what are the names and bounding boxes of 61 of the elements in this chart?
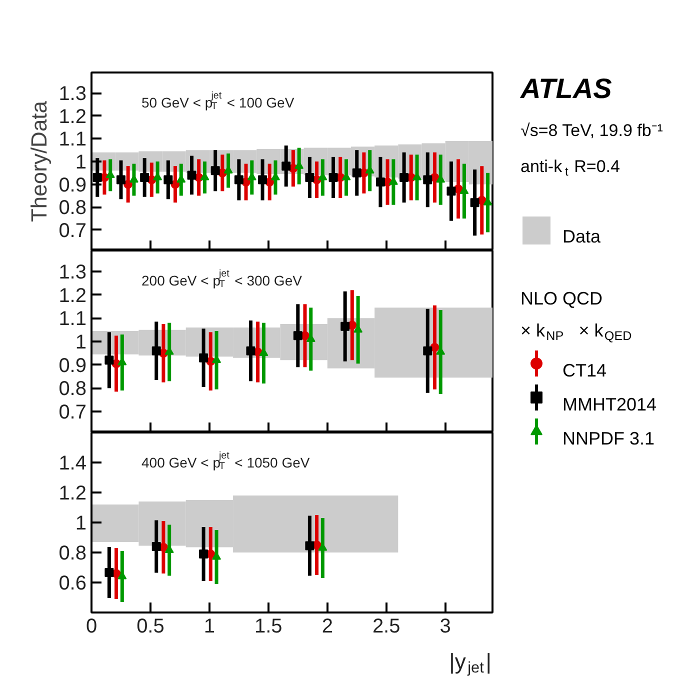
y-tick-label: 0.7 <box>58 402 87 424</box>
y-tick-label: 0.9 <box>58 354 87 377</box>
y-tick-label: 1.4 <box>58 452 87 474</box>
point <box>210 166 220 176</box>
y-tick-label: 1.3 <box>58 83 87 106</box>
point <box>246 346 256 356</box>
point <box>152 346 161 356</box>
y-tick-label: 1.1 <box>58 308 87 330</box>
point <box>140 172 150 182</box>
point <box>187 170 196 180</box>
legend-label: Data <box>562 226 602 246</box>
y-tick-label: 1.3 <box>58 262 87 284</box>
point <box>470 198 480 208</box>
x-tick-label: 0.5 <box>136 616 164 638</box>
point <box>340 322 350 331</box>
point <box>423 175 432 184</box>
point <box>305 172 314 182</box>
y-tick-label: 0.7 <box>58 220 87 242</box>
point <box>92 172 102 182</box>
point <box>104 356 114 365</box>
point <box>446 186 456 196</box>
y-tick-label: 1.2 <box>58 106 87 128</box>
y-tick-label: 1.1 <box>58 128 87 151</box>
point <box>199 353 208 362</box>
point <box>293 331 302 340</box>
point <box>376 178 385 187</box>
y-tick-label: 1.2 <box>58 284 87 307</box>
legend-label: MMHT2014 <box>562 394 657 414</box>
y-tick-label: 1 <box>75 332 86 354</box>
legend-label: CT14 <box>562 360 607 380</box>
y-tick-label: 1 <box>75 152 86 174</box>
y-tick-label: 0.8 <box>58 378 87 400</box>
point <box>116 175 126 184</box>
point <box>328 172 338 182</box>
y-axis-title: Theory/Data <box>26 100 52 222</box>
point <box>423 346 432 356</box>
y-tick-label: 0.6 <box>58 572 87 594</box>
y-tick-label: 1.2 <box>58 482 87 504</box>
point <box>258 175 268 184</box>
point <box>199 550 208 558</box>
x-tick-label: 3 <box>440 616 451 638</box>
point <box>400 172 409 182</box>
point <box>104 568 114 577</box>
y-tick-label: 0.8 <box>58 542 87 564</box>
text: √s=8 TeV, 19.9 fb⁻¹ <box>520 121 664 140</box>
y-tick-label: 0.8 <box>58 197 87 220</box>
legend-label: NNPDF 3.1 <box>562 428 655 448</box>
y-tick-label: 1 <box>75 512 86 534</box>
x-tick-label: 0 <box>86 616 98 638</box>
point <box>305 541 314 550</box>
point <box>234 175 244 184</box>
x-tick-label: 2 <box>322 616 333 638</box>
x-tick-label: 1 <box>204 616 216 638</box>
point <box>152 542 161 551</box>
point <box>352 168 362 178</box>
text: ATLAS <box>520 73 612 104</box>
x-tick-label: 1.5 <box>254 616 282 638</box>
point <box>282 162 291 171</box>
y-tick-label: 0.9 <box>58 174 87 196</box>
x-tick-label: 2.5 <box>372 616 400 638</box>
point <box>164 175 173 184</box>
